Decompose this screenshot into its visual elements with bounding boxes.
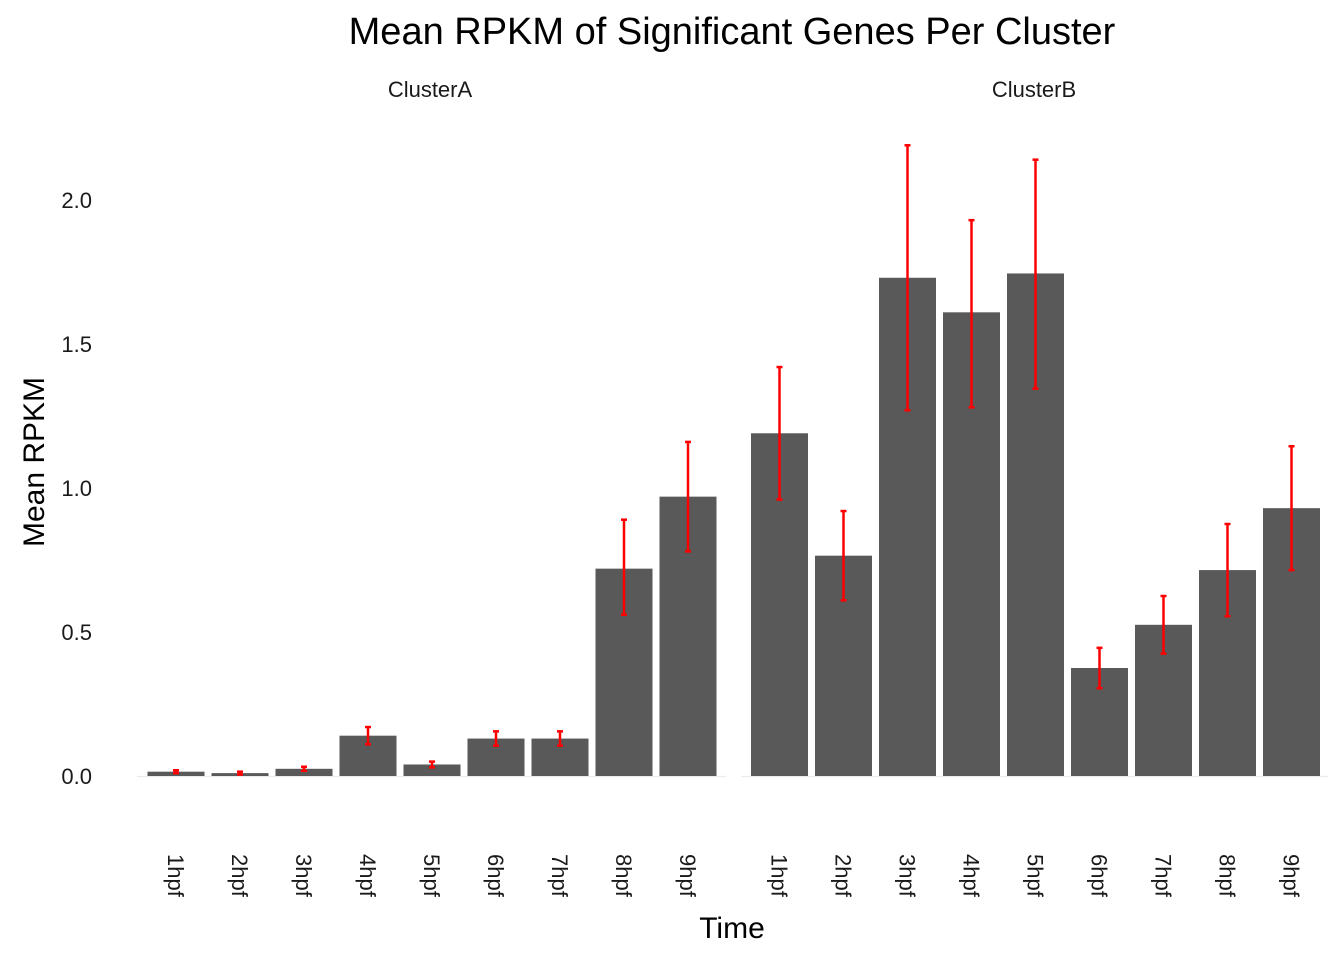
y-axis-title: Mean RPKM <box>18 377 51 547</box>
x-tick-label: 9hpf <box>675 854 700 898</box>
error-bar <box>1096 646 1103 690</box>
error-bar <box>1224 522 1231 618</box>
error-bar <box>840 509 847 602</box>
chart-title: Mean RPKM of Significant Genes Per Clust… <box>349 11 1116 53</box>
x-tick-label: 7hpf <box>547 854 572 898</box>
x-tick-label: 2hpf <box>831 854 856 898</box>
error-bar <box>1032 158 1039 390</box>
error-bar <box>301 765 307 773</box>
error-bars <box>173 144 1295 776</box>
x-tick-label: 6hpf <box>1087 854 1112 898</box>
x-tick-label: 9hpf <box>1279 854 1304 898</box>
x-tick-label: 2hpf <box>227 854 252 898</box>
error-bar <box>557 730 563 748</box>
x-tick-label: 7hpf <box>1151 854 1176 898</box>
facet-label-cluster-a: ClusterA <box>388 77 473 102</box>
y-tick-label: 1.5 <box>61 332 92 357</box>
y-tick-label: 2.0 <box>61 188 92 213</box>
error-bar <box>1288 444 1295 572</box>
error-bar <box>173 768 179 775</box>
error-bar <box>621 518 627 616</box>
error-bar <box>365 725 371 746</box>
x-tick-label: 4hpf <box>355 854 380 898</box>
x-tick-label: 3hpf <box>291 854 316 898</box>
x-axis-tick-labels: 1hpf 2hpf 3hpf 4hpf 5hpf 6hpf 7hpf 8hpf 9hpf 1hpf… <box>163 854 1304 898</box>
error-bar <box>429 760 435 769</box>
x-tick-label: 8hpf <box>611 854 636 898</box>
error-bar <box>776 365 783 501</box>
y-tick-label: 0.5 <box>61 620 92 645</box>
x-tick-label: 3hpf <box>895 854 920 898</box>
bars <box>147 273 1320 776</box>
error-bar <box>904 144 911 412</box>
error-bar <box>968 218 975 409</box>
y-tick-label: 0.0 <box>61 764 92 789</box>
x-tick-label: 4hpf <box>959 854 984 898</box>
error-bar <box>685 440 691 553</box>
x-tick-label: 1hpf <box>163 854 188 898</box>
y-tick-label: 1.0 <box>61 476 92 501</box>
x-tick-label: 1hpf <box>767 854 792 898</box>
error-bar <box>237 770 243 776</box>
error-bar <box>493 730 499 748</box>
x-tick-label: 5hpf <box>1023 854 1048 898</box>
y-axis-tick-labels: 0.0 0.5 1.0 1.5 2.0 <box>61 188 92 789</box>
x-tick-label: 8hpf <box>1215 854 1240 898</box>
error-bar <box>1160 594 1167 655</box>
bar <box>403 764 461 776</box>
bar <box>275 768 333 776</box>
x-tick-label: 5hpf <box>419 854 444 898</box>
facet-label-cluster-b: ClusterB <box>992 77 1076 102</box>
x-tick-label: 6hpf <box>483 854 508 898</box>
x-axis-title: Time <box>699 912 765 945</box>
